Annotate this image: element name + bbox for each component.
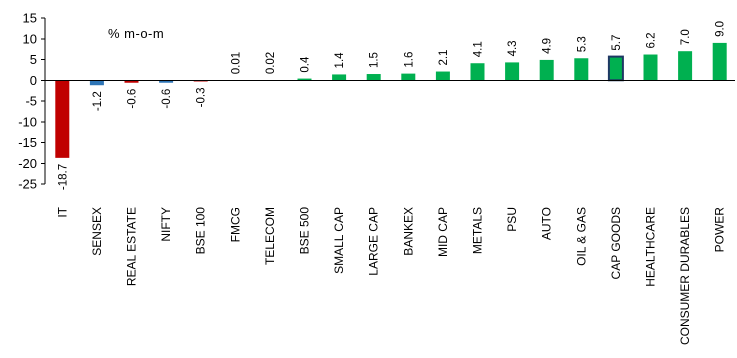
data-label: 6.2 xyxy=(646,33,658,49)
x-tick-label: PSU xyxy=(505,207,519,232)
bar xyxy=(609,57,623,81)
bar xyxy=(713,43,727,80)
x-tick-label: BANKEX xyxy=(401,207,415,256)
bar xyxy=(540,60,554,80)
data-label: 0.02 xyxy=(265,52,277,74)
data-label: 0.01 xyxy=(230,52,242,74)
data-label: -0.6 xyxy=(127,89,139,109)
bars-group xyxy=(55,43,726,158)
x-tick-label: CONSUMER DURABLES xyxy=(678,207,692,345)
data-label: 4.1 xyxy=(473,41,485,57)
bar xyxy=(574,58,588,80)
y-tick-label: 10 xyxy=(23,31,37,46)
data-label: 5.7 xyxy=(611,35,623,51)
bar xyxy=(471,63,485,80)
y-tick-label: -10 xyxy=(18,114,37,129)
x-tick-label: METALS xyxy=(471,207,485,254)
bar xyxy=(505,62,519,80)
bar xyxy=(436,72,450,81)
x-tick-label: REAL ESTATE xyxy=(125,207,139,286)
x-tick-label: TELECOM xyxy=(263,207,277,265)
data-label: -18.7 xyxy=(57,164,69,190)
bar xyxy=(90,80,104,85)
x-tick-label: BSE 500 xyxy=(298,207,312,255)
data-label: 4.3 xyxy=(507,40,519,56)
y-tick-label: 0 xyxy=(30,73,37,88)
data-label: 2.1 xyxy=(438,50,450,66)
x-tick-label: SENSEX xyxy=(90,207,104,256)
x-tick-label: CAP GOODS xyxy=(609,207,623,279)
x-tick-label: HEALTHCARE xyxy=(644,207,658,287)
x-axis: IT SENSEX REAL ESTATE NIFTY BSE 100 FMCG TELEC… xyxy=(45,80,735,345)
x-tick-label: OIL & GAS xyxy=(574,207,588,266)
y-tick-label: -15 xyxy=(18,135,37,150)
data-label: 7.0 xyxy=(680,29,692,45)
y-tick-label: -25 xyxy=(18,177,37,192)
y-tick-label: 15 xyxy=(23,11,37,26)
data-label: -1.2 xyxy=(92,91,104,111)
data-label: 1.6 xyxy=(403,52,415,68)
data-labels-group: -18.7 -1.2 -0.6 -0.6 -0.3 0.01 0.02 0.4 1.4 1.5 1.… xyxy=(57,21,726,190)
data-label: 1.4 xyxy=(334,52,346,69)
x-tick-label: MID CAP xyxy=(436,207,450,257)
y-tick-label: 5 xyxy=(30,52,37,67)
bar xyxy=(401,74,415,81)
data-label: 9.0 xyxy=(715,21,727,37)
x-tick-label: FMCG xyxy=(228,207,242,242)
bar xyxy=(367,74,381,80)
y-tick-label: -20 xyxy=(18,156,37,171)
x-tick-label: SMALL CAP xyxy=(332,207,346,274)
bar xyxy=(332,74,346,80)
x-tick-label: NIFTY xyxy=(159,207,173,242)
data-label: 1.5 xyxy=(369,52,381,68)
bar xyxy=(678,51,692,80)
bar xyxy=(55,80,69,158)
x-tick-label: AUTO xyxy=(540,207,554,240)
y-axis: 15 10 5 0 -5 -10 -15 -20 -25 xyxy=(18,11,45,192)
x-tick-label: BSE 100 xyxy=(194,207,208,255)
unit-label: % m-o-m xyxy=(108,26,164,41)
data-label: 4.9 xyxy=(542,38,554,54)
x-tick-label: LARGE CAP xyxy=(367,207,381,276)
y-tick-label: -5 xyxy=(25,94,37,109)
x-tick-label: IT xyxy=(55,206,69,217)
data-label: -0.6 xyxy=(161,89,173,109)
bar xyxy=(644,55,658,81)
data-label: 0.4 xyxy=(300,56,312,73)
data-label: -0.3 xyxy=(196,87,208,107)
x-tick-label: POWER xyxy=(713,207,727,253)
data-label: 5.3 xyxy=(576,36,588,52)
